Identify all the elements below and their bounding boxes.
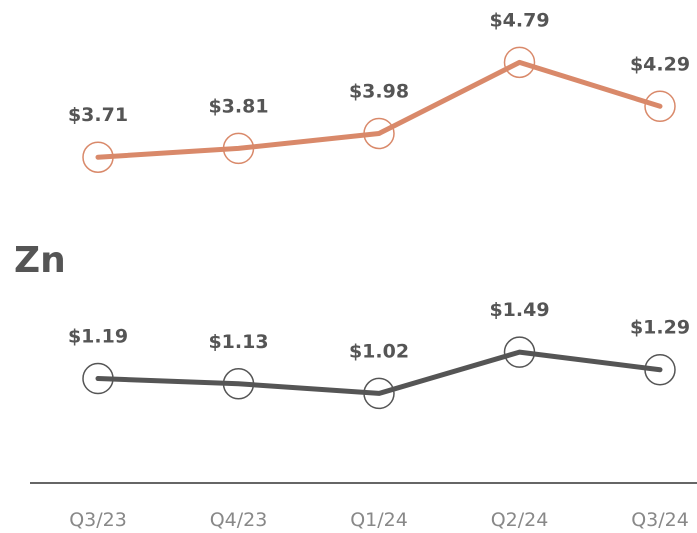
point [363,117,395,150]
data-label: $3.98 [349,80,409,102]
data-label: $3.71 [68,104,128,126]
point [503,336,536,368]
line [95,349,663,396]
point [82,362,114,395]
point [644,353,676,386]
point [503,46,536,79]
data-label: $4.29 [630,53,690,75]
series-label: Zn [14,240,66,281]
x-tick-label: Q3/24 [631,509,689,531]
line [95,59,663,160]
x-tick-label: Q4/23 [210,509,268,531]
data-label: $1.13 [208,331,268,353]
data-label: $1.49 [489,299,549,321]
point [82,141,114,173]
data-label: $1.19 [68,325,128,347]
x-tick-label: Q2/24 [491,509,549,531]
point [644,90,676,123]
point [222,132,255,165]
x-tick-label: Q1/24 [350,509,408,531]
data-label: $4.79 [489,9,549,31]
data-label: $3.81 [208,95,268,117]
point [222,368,255,400]
data-label: $1.02 [349,340,409,362]
data-label: $1.29 [630,317,690,339]
point [363,377,395,410]
x-tick-label: Q3/23 [69,509,127,531]
